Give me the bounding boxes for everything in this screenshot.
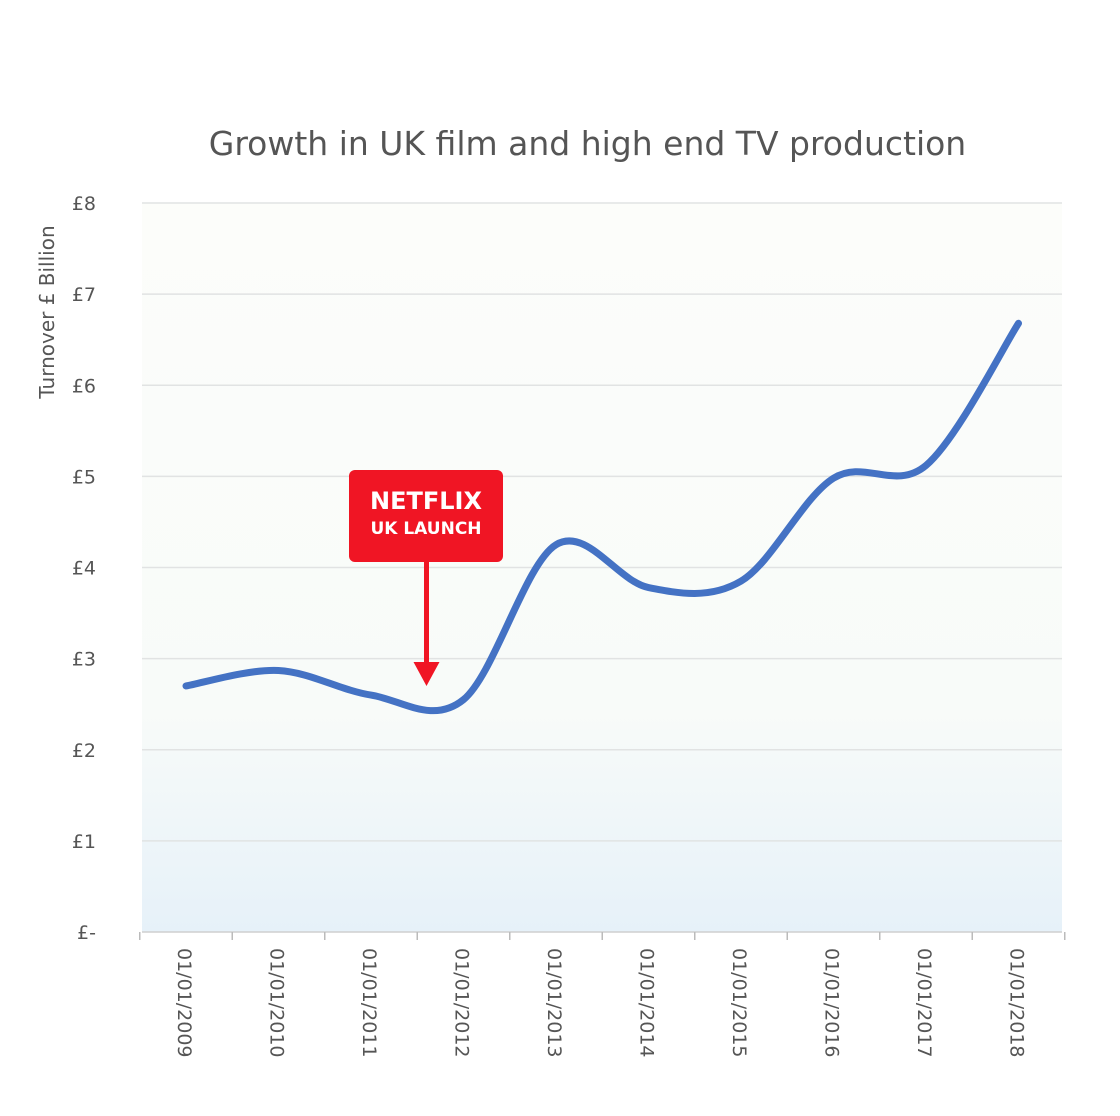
x-tick-label: 01/01/2012 [451, 948, 473, 1058]
y-tick-label: £5 [72, 466, 96, 488]
x-tick-label: 01/01/2017 [913, 948, 935, 1058]
x-tick-label: 01/01/2013 [543, 948, 565, 1058]
x-tick-label: 01/01/2010 [266, 948, 288, 1058]
y-tick-label: £- [77, 922, 96, 944]
y-tick-label: £7 [72, 284, 96, 306]
callout-line2: UK LAUNCH [370, 519, 482, 539]
x-tick-label: 01/01/2018 [1006, 948, 1028, 1058]
x-tick-label: 01/01/2015 [728, 948, 750, 1058]
callout-line1: NETFLIX [370, 487, 482, 515]
x-tick-label: 01/01/2014 [636, 948, 658, 1058]
chart-title: Growth in UK film and high end TV produc… [208, 124, 967, 163]
y-tick-label: £3 [72, 649, 96, 671]
y-tick-label: £2 [72, 740, 96, 762]
y-tick-label: £6 [72, 375, 96, 397]
y-tick-label: £8 [72, 193, 96, 215]
series-line [182, 319, 1022, 715]
x-tick-label: 01/01/2011 [358, 948, 380, 1058]
x-tick-label: 01/01/2009 [173, 948, 195, 1058]
y-tick-label: £1 [72, 831, 96, 853]
netflix-callout: NETFLIX UK LAUNCH [349, 470, 503, 562]
x-tick-label: 01/01/2016 [821, 948, 843, 1058]
y-tick-label: £4 [72, 558, 96, 580]
callout-arrow-head [413, 661, 440, 686]
